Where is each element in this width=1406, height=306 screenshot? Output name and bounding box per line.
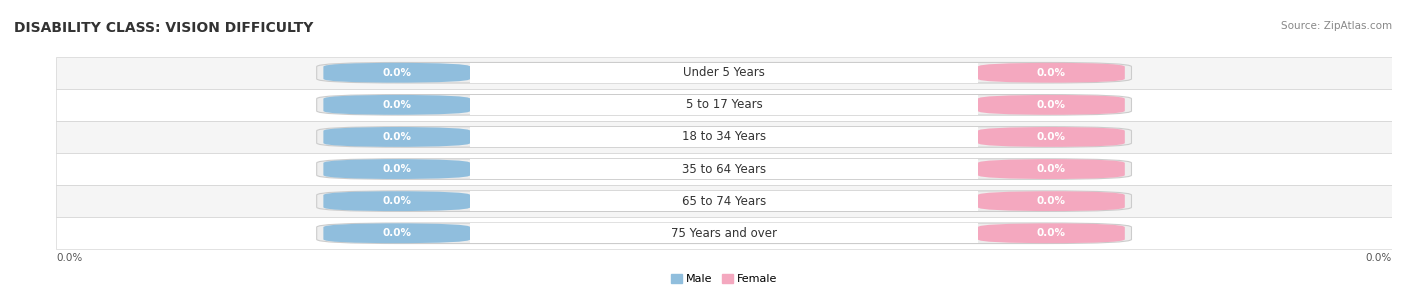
Bar [56,121,1392,153]
Text: 0.0%: 0.0% [1036,100,1066,110]
Text: 0.0%: 0.0% [382,68,412,78]
Text: 0.0%: 0.0% [1036,68,1066,78]
FancyBboxPatch shape [470,223,979,243]
FancyBboxPatch shape [323,63,470,83]
Bar [56,153,1392,185]
Legend: Male, Female: Male, Female [666,269,782,289]
Text: 0.0%: 0.0% [1036,164,1066,174]
Text: 0.0%: 0.0% [1036,132,1066,142]
FancyBboxPatch shape [323,127,470,147]
FancyBboxPatch shape [316,159,1132,179]
FancyBboxPatch shape [323,223,470,243]
FancyBboxPatch shape [316,191,1132,211]
Text: 0.0%: 0.0% [382,164,412,174]
Text: 0.0%: 0.0% [382,228,412,238]
Text: Under 5 Years: Under 5 Years [683,66,765,79]
FancyBboxPatch shape [470,95,979,115]
FancyBboxPatch shape [470,159,979,179]
Text: 0.0%: 0.0% [1365,253,1392,263]
Bar [56,89,1392,121]
Text: 5 to 17 Years: 5 to 17 Years [686,98,762,111]
Text: 0.0%: 0.0% [1036,228,1066,238]
FancyBboxPatch shape [316,62,1132,83]
Text: 75 Years and over: 75 Years and over [671,227,778,240]
FancyBboxPatch shape [316,223,1132,244]
FancyBboxPatch shape [979,223,1125,243]
FancyBboxPatch shape [470,191,979,211]
Text: 0.0%: 0.0% [1036,196,1066,206]
FancyBboxPatch shape [979,191,1125,211]
Text: 18 to 34 Years: 18 to 34 Years [682,130,766,144]
FancyBboxPatch shape [470,127,979,147]
FancyBboxPatch shape [323,159,470,179]
Bar [56,185,1392,217]
FancyBboxPatch shape [316,127,1132,147]
Text: 0.0%: 0.0% [382,196,412,206]
Text: Source: ZipAtlas.com: Source: ZipAtlas.com [1281,21,1392,32]
FancyBboxPatch shape [470,63,979,83]
Text: 0.0%: 0.0% [382,100,412,110]
FancyBboxPatch shape [979,95,1125,115]
Text: DISABILITY CLASS: VISION DIFFICULTY: DISABILITY CLASS: VISION DIFFICULTY [14,21,314,35]
FancyBboxPatch shape [979,127,1125,147]
FancyBboxPatch shape [323,95,470,115]
Text: 65 to 74 Years: 65 to 74 Years [682,195,766,208]
FancyBboxPatch shape [316,95,1132,115]
FancyBboxPatch shape [323,191,470,211]
Text: 35 to 64 Years: 35 to 64 Years [682,162,766,176]
FancyBboxPatch shape [979,159,1125,179]
Text: 0.0%: 0.0% [382,132,412,142]
Bar [56,217,1392,249]
Text: 0.0%: 0.0% [56,253,83,263]
FancyBboxPatch shape [979,63,1125,83]
Bar [56,57,1392,89]
